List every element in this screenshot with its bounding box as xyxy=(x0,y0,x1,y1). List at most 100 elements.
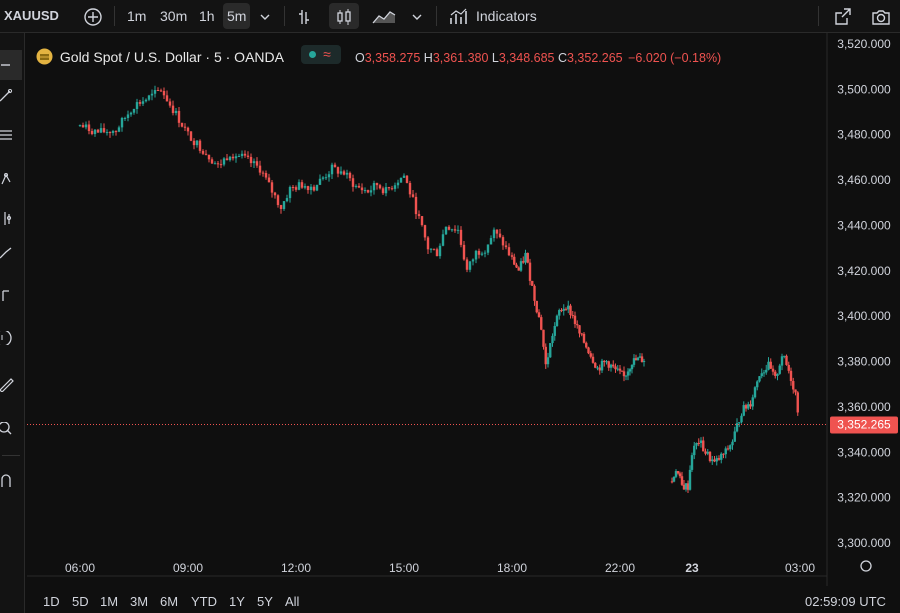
open-label: O xyxy=(354,51,365,65)
candle-down xyxy=(249,156,253,164)
range-3m[interactable]: 3M xyxy=(130,594,149,609)
candle-down xyxy=(576,324,579,326)
candle-down xyxy=(255,161,259,166)
candle-up xyxy=(735,423,739,432)
candle-down xyxy=(405,175,409,183)
candle-up xyxy=(729,445,732,450)
candle-up xyxy=(240,153,244,157)
candle-up xyxy=(141,101,145,104)
cursor-tool-button[interactable] xyxy=(0,50,22,80)
candle-up xyxy=(567,305,570,310)
interval-1m[interactable]: 1m xyxy=(127,8,147,24)
candle-down xyxy=(462,244,466,260)
candle-up xyxy=(731,441,734,446)
candle-down xyxy=(447,226,451,230)
market-status-badge[interactable]: ≈ xyxy=(301,45,342,64)
ruler-icon[interactable] xyxy=(0,378,14,392)
candle-up xyxy=(285,198,289,202)
legend-title[interactable]: Gold Spot / U.S. Dollar · 5 · OANDA xyxy=(59,49,284,65)
candle-down xyxy=(580,333,583,335)
candle-down xyxy=(375,183,379,186)
range-1m[interactable]: 1M xyxy=(100,594,119,609)
price-chart[interactable]: 3,520.000 3,500.000 3,480.000 3,460.000 3,44… xyxy=(27,33,900,586)
price-tick-label: 3,480.000 xyxy=(837,128,891,142)
trend-line-icon[interactable] xyxy=(0,89,14,103)
price-tick-label: 3,440.000 xyxy=(837,218,891,232)
range-all[interactable]: All xyxy=(285,594,300,609)
compare-add-icon[interactable] xyxy=(82,0,104,32)
brush-icon[interactable] xyxy=(0,246,14,260)
range-ytd[interactable]: YTD xyxy=(191,594,217,609)
candle-down xyxy=(537,312,541,318)
candle-down xyxy=(219,164,223,166)
indicators-icon[interactable] xyxy=(448,0,468,32)
chevron-down-icon[interactable] xyxy=(258,0,272,32)
candle-up xyxy=(222,158,226,165)
candle-up xyxy=(638,356,642,358)
bar-style-icon[interactable] xyxy=(296,0,316,32)
candle-down xyxy=(531,280,534,286)
candle-down xyxy=(459,229,463,245)
candle-up xyxy=(558,310,561,316)
candle-down xyxy=(495,229,499,234)
indicators-button[interactable]: Indicators xyxy=(476,8,537,24)
candle-up xyxy=(99,128,103,133)
candle-down xyxy=(504,245,508,248)
chevron-down-icon[interactable] xyxy=(410,0,424,32)
interval-5m[interactable]: 5m xyxy=(223,3,251,29)
range-1y[interactable]: 1Y xyxy=(229,594,245,609)
camera-icon[interactable] xyxy=(870,0,892,32)
time-tick-label: 09:00 xyxy=(173,561,203,575)
price-tick-label: 3,500.000 xyxy=(837,82,891,96)
candle-up xyxy=(480,253,484,255)
utc-clock[interactable]: 02:59:09 UTC xyxy=(805,594,886,609)
candle-down xyxy=(225,158,229,161)
low-label: L xyxy=(491,51,499,65)
projection-icon[interactable] xyxy=(0,212,14,226)
text-tool-icon[interactable] xyxy=(0,289,14,303)
candle-up xyxy=(747,404,750,409)
range-1d[interactable]: 1D xyxy=(43,594,60,609)
candle-down xyxy=(587,347,590,354)
status-dot-icon xyxy=(309,51,317,58)
candle-up xyxy=(690,455,694,470)
candle-up xyxy=(738,422,741,424)
candle-down xyxy=(231,156,235,159)
divider xyxy=(436,6,437,26)
symbol-search-button[interactable]: XAUUSD xyxy=(4,8,59,23)
interval-30m[interactable]: 30m xyxy=(160,8,188,24)
candle-up xyxy=(354,185,358,187)
emoji-icon[interactable] xyxy=(0,331,14,345)
pattern-tool-icon[interactable] xyxy=(0,172,14,186)
range-6m[interactable]: 6M xyxy=(160,594,179,609)
candle-up xyxy=(642,360,646,362)
range-5y[interactable]: 5Y xyxy=(257,594,273,609)
candle-up xyxy=(105,132,109,134)
candle-up xyxy=(780,356,784,366)
candle-down xyxy=(697,442,700,444)
snapshot-share-icon[interactable] xyxy=(832,0,854,32)
fib-retracement-icon[interactable] xyxy=(0,129,14,143)
candle-down xyxy=(726,448,730,450)
candle-up xyxy=(628,369,632,372)
candle-up xyxy=(132,108,136,113)
candle-up xyxy=(195,140,199,146)
interval-1h[interactable]: 1h xyxy=(199,8,215,24)
candle-up xyxy=(330,164,334,175)
settings-gear-icon[interactable] xyxy=(860,560,872,572)
candle-down xyxy=(276,195,280,206)
close-label: C xyxy=(557,51,567,65)
candle-up xyxy=(724,448,727,455)
area-style-icon[interactable] xyxy=(371,0,397,32)
candle-down xyxy=(589,353,592,357)
candles-style-icon[interactable] xyxy=(329,3,359,29)
range-5d[interactable]: 5D xyxy=(72,594,89,609)
price-tick-label: 3,420.000 xyxy=(837,264,891,278)
candle-down xyxy=(603,360,606,363)
candle-down xyxy=(420,216,424,226)
candle-up xyxy=(234,156,238,159)
zoom-icon[interactable] xyxy=(0,422,14,436)
candle-down xyxy=(774,371,777,376)
candle-down xyxy=(204,153,208,155)
magnet-icon[interactable] xyxy=(0,474,14,488)
